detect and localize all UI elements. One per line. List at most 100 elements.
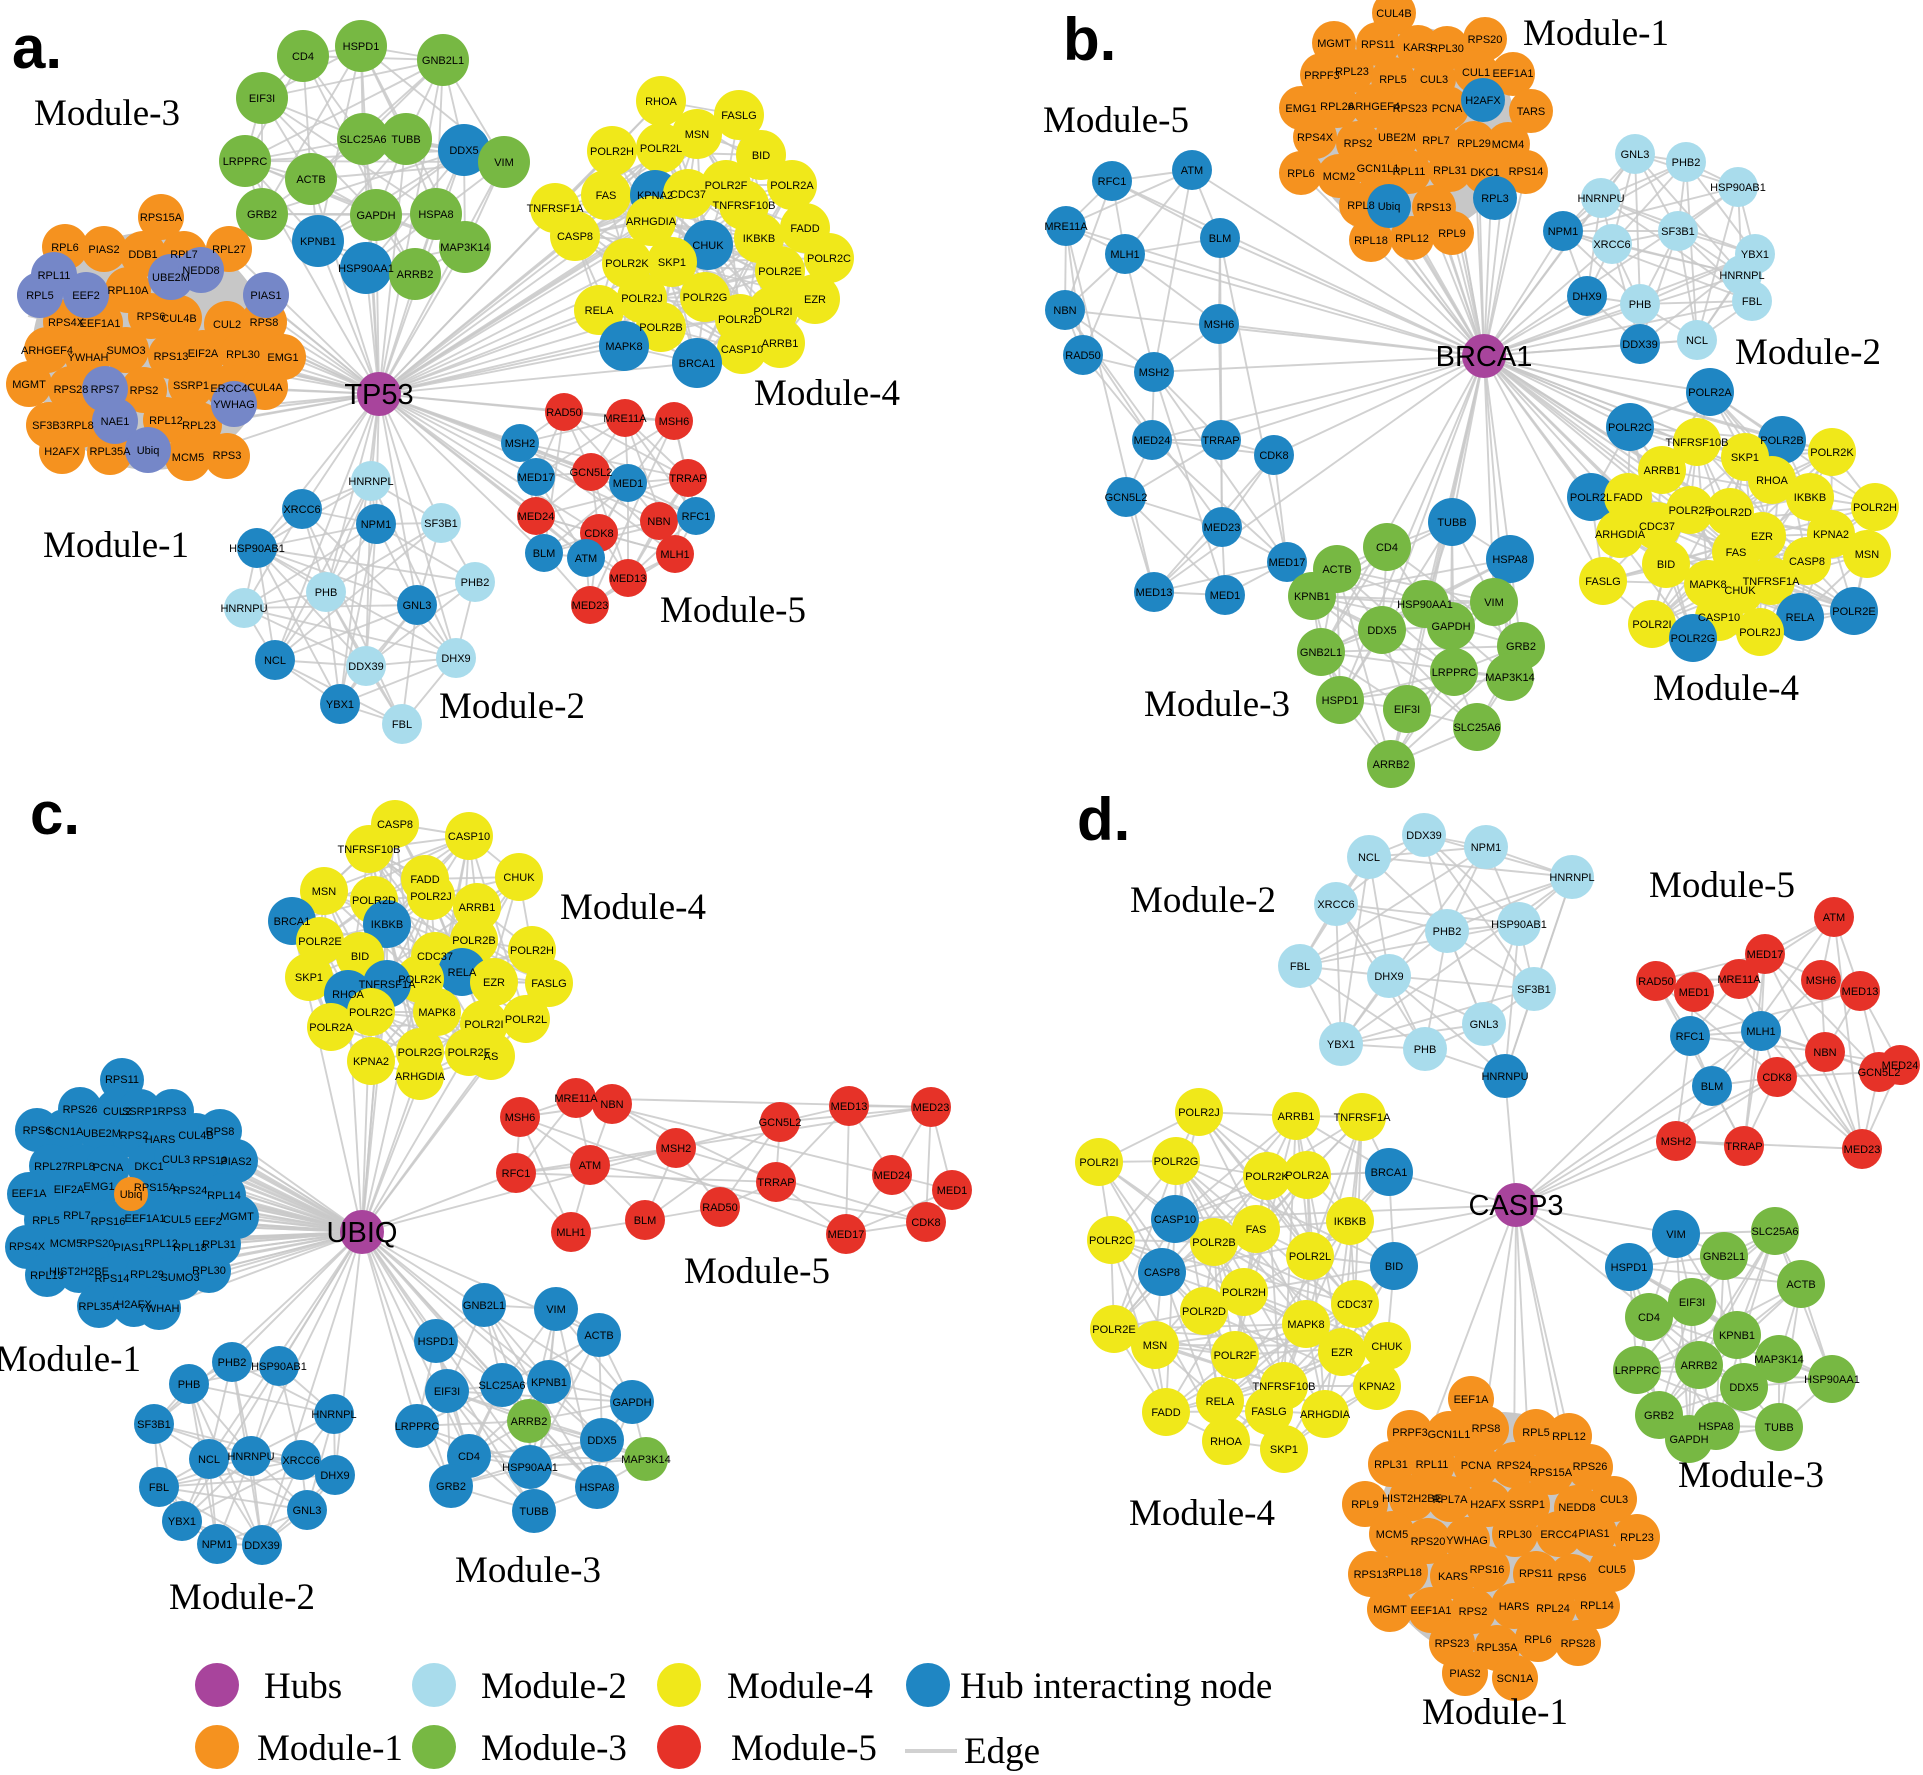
svg-text:GNB2L1: GNB2L1 [463,1300,505,1312]
svg-text:POLR2D: POLR2D [1708,507,1752,519]
svg-text:TP53: TP53 [344,379,413,411]
svg-text:MED23: MED23 [1844,1144,1881,1156]
svg-text:DDX5: DDX5 [1367,625,1396,637]
svg-text:YBX1: YBX1 [326,699,354,711]
svg-text:PCNA: PCNA [93,1162,124,1174]
svg-text:POLR2G: POLR2G [683,292,728,304]
svg-text:RPS13: RPS13 [193,1155,228,1167]
svg-text:ATM: ATM [579,1160,601,1172]
svg-text:TNFRSF1A: TNFRSF1A [359,979,417,991]
svg-text:RPS28: RPS28 [54,384,89,396]
svg-text:c.: c. [30,780,80,847]
svg-text:KPNB1: KPNB1 [1294,591,1330,603]
svg-text:POLR2E: POLR2E [298,936,341,948]
svg-text:CASP8: CASP8 [557,231,593,243]
svg-text:RFC1: RFC1 [502,1168,531,1180]
svg-text:RPS6: RPS6 [1558,1572,1587,1584]
svg-text:RPS26: RPS26 [63,1104,98,1116]
svg-text:RAD50: RAD50 [1638,976,1673,988]
svg-text:MED24: MED24 [1882,1060,1919,1072]
svg-text:RPL8: RPL8 [66,420,94,432]
svg-text:MED23: MED23 [572,600,609,612]
svg-text:RPS11: RPS11 [1519,1568,1553,1580]
svg-text:MAP3K14: MAP3K14 [1754,1354,1804,1366]
svg-text:RPL35A: RPL35A [1477,1642,1519,1654]
svg-text:PIAS1: PIAS1 [250,290,281,302]
svg-text:NCL: NCL [198,1454,220,1466]
svg-text:NEDD8: NEDD8 [1558,1502,1595,1514]
svg-text:KARS: KARS [1438,1571,1468,1583]
svg-text:NCL: NCL [264,655,286,667]
svg-text:RELA: RELA [585,305,614,317]
svg-text:GCN1L1: GCN1L1 [1357,163,1400,175]
svg-text:MED17: MED17 [1747,949,1784,961]
svg-text:ACTB: ACTB [584,1330,613,1342]
svg-text:BRCA1: BRCA1 [679,358,716,370]
svg-text:HNRNPU: HNRNPU [220,603,267,615]
svg-text:BRCA1: BRCA1 [1436,341,1533,373]
svg-text:LRPPRC: LRPPRC [1432,667,1477,679]
svg-text:POLR2A: POLR2A [1285,1170,1329,1182]
svg-text:ARRB1: ARRB1 [459,902,496,914]
svg-text:LRPPRC: LRPPRC [223,156,268,168]
svg-text:SF3B1: SF3B1 [424,518,458,530]
svg-text:RPL30: RPL30 [1430,43,1464,55]
svg-text:POLR2F: POLR2F [705,180,748,192]
svg-text:CDC37: CDC37 [1639,521,1675,533]
svg-text:GNB2L1: GNB2L1 [1703,1251,1745,1263]
svg-text:NBN: NBN [600,1099,623,1111]
svg-text:CASP8: CASP8 [1144,1267,1180,1279]
svg-text:KPNA2: KPNA2 [637,190,673,202]
svg-text:SUMO3: SUMO3 [106,345,145,357]
svg-text:NEDD8: NEDD8 [182,265,219,277]
svg-text:POLR2K: POLR2K [605,258,649,270]
svg-text:Module-2: Module-2 [169,1577,315,1618]
svg-text:BRCA1: BRCA1 [1371,1167,1408,1179]
svg-text:FADD: FADD [1151,1407,1180,1419]
svg-text:POLR2L: POLR2L [640,143,682,155]
svg-text:MED13: MED13 [1842,986,1879,998]
svg-text:TNFRSF1A: TNFRSF1A [527,203,585,215]
svg-text:FAS: FAS [596,190,617,202]
svg-text:Module-2: Module-2 [1735,332,1881,373]
svg-text:RPS2: RPS2 [120,1130,149,1142]
svg-text:RPS16: RPS16 [1470,1564,1505,1576]
svg-text:BLM: BLM [533,548,556,560]
svg-text:KPNA2: KPNA2 [353,1056,389,1068]
svg-text:Module-3: Module-3 [1678,1455,1824,1496]
svg-text:RPS8: RPS8 [250,317,279,329]
svg-text:YBX1: YBX1 [1741,249,1769,261]
svg-text:PRPF3: PRPF3 [1392,1427,1427,1439]
svg-text:RELA: RELA [1786,612,1815,624]
svg-text:GNB2L1: GNB2L1 [1300,647,1342,659]
svg-text:RPS11: RPS11 [105,1074,139,1086]
svg-text:EEF1A1: EEF1A1 [80,318,121,330]
svg-text:GNL3: GNL3 [403,600,432,612]
svg-text:EEF1A: EEF1A [12,1188,48,1200]
svg-text:RPL18: RPL18 [1354,235,1388,247]
svg-text:EIF3I: EIF3I [249,93,275,105]
svg-text:GAPDH: GAPDH [1669,1434,1708,1446]
svg-text:RAD50: RAD50 [546,407,581,419]
svg-text:MSH6: MSH6 [659,416,690,428]
svg-text:XRCC6: XRCC6 [1593,239,1630,251]
svg-text:RELA: RELA [448,967,477,979]
svg-text:d.: d. [1077,786,1130,853]
svg-text:SUMO3: SUMO3 [160,1272,199,1284]
svg-text:MED24: MED24 [518,511,555,523]
svg-text:MGMT: MGMT [1317,38,1351,50]
svg-text:POLR2F: POLR2F [448,1047,491,1059]
svg-text:YBX1: YBX1 [1327,1039,1355,1051]
svg-text:BRCA1: BRCA1 [274,916,311,928]
svg-text:RPL11: RPL11 [1416,1459,1449,1471]
svg-text:POLR2C: POLR2C [1608,422,1652,434]
svg-text:HSP90AA1: HSP90AA1 [1804,1374,1860,1386]
svg-text:MED17: MED17 [518,472,555,484]
svg-text:FAS: FAS [1246,1224,1267,1236]
svg-text:MLH1: MLH1 [1746,1026,1775,1038]
svg-text:RFC1: RFC1 [1676,1031,1705,1043]
svg-text:FBL: FBL [1290,961,1310,973]
svg-text:RFC1: RFC1 [1098,176,1127,188]
svg-text:POLR2C: POLR2C [1089,1235,1133,1247]
svg-text:CD4: CD4 [458,1451,480,1463]
